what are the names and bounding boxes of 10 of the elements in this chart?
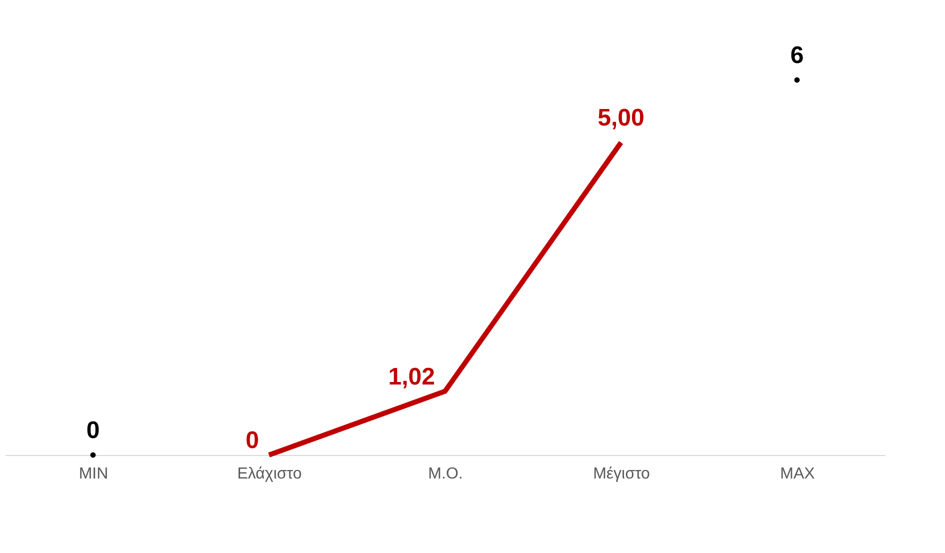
data-label: 0 — [86, 417, 100, 444]
x-tick-label: MIN — [78, 466, 108, 482]
x-tick-label: Μέγιστο — [593, 466, 650, 482]
x-tick-label: MAX — [780, 466, 816, 482]
data-label: 5,00 — [598, 104, 644, 132]
data-label: 0 — [246, 427, 259, 454]
x-tick-label: Μ.Ο. — [428, 466, 463, 482]
data-label: 1,02 — [388, 363, 435, 390]
x-tick-label: Ελάχιστο — [237, 466, 302, 482]
data-label: 6 — [790, 42, 804, 69]
